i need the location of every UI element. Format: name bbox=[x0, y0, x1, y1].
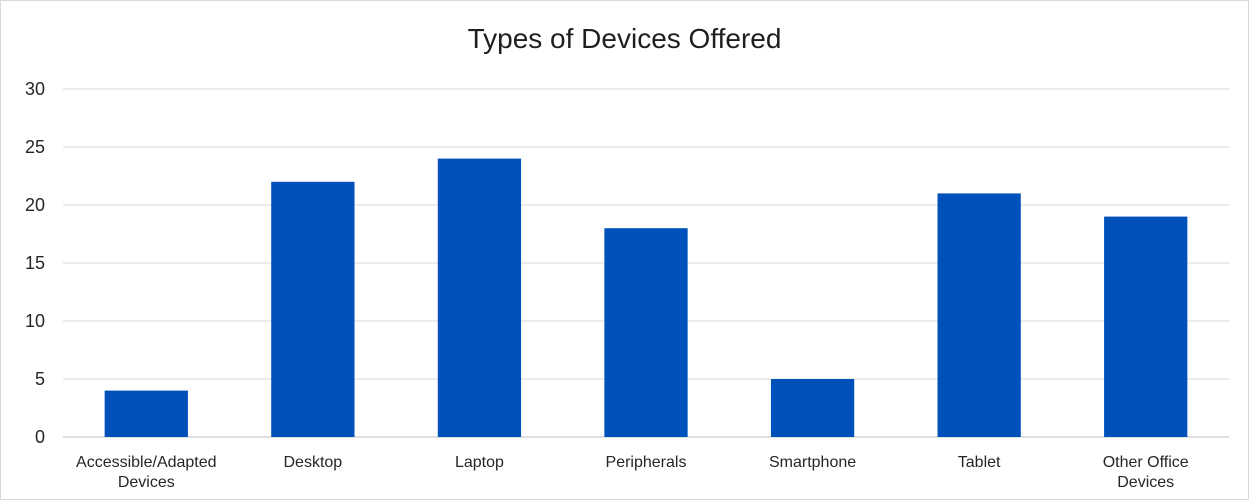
bar bbox=[437, 158, 522, 437]
y-tick-label: 0 bbox=[35, 427, 45, 447]
x-category-label: Smartphone bbox=[769, 454, 856, 471]
x-category-label-line: Accessible/Adapted bbox=[76, 454, 217, 471]
x-category-label-line: Tablet bbox=[958, 454, 1001, 471]
y-tick-label: 5 bbox=[35, 369, 45, 389]
bar bbox=[604, 228, 688, 437]
x-category-label-line: Smartphone bbox=[769, 454, 856, 471]
bar bbox=[937, 193, 1021, 437]
y-tick-label: 30 bbox=[25, 79, 45, 99]
x-category-label-line: Laptop bbox=[455, 454, 504, 471]
chart-title: Types of Devices Offered bbox=[467, 23, 782, 54]
x-category-label: Desktop bbox=[284, 454, 343, 471]
x-category-label-line: Other Office bbox=[1103, 454, 1189, 471]
x-category-label: Laptop bbox=[455, 454, 504, 471]
x-category-label-line: Devices bbox=[118, 474, 175, 491]
x-category-label: Tablet bbox=[958, 454, 1001, 471]
bar bbox=[271, 181, 355, 437]
x-category-label-line: Devices bbox=[1117, 474, 1174, 491]
x-category-label: Peripherals bbox=[606, 454, 687, 471]
x-category-label-line: Desktop bbox=[284, 454, 343, 471]
x-category-label: Other Office Devices bbox=[1103, 454, 1189, 491]
x-category-label: Accessible/Adapted Devices bbox=[76, 454, 217, 491]
x-category-label-line: Peripherals bbox=[606, 454, 687, 471]
y-tick-label: 20 bbox=[25, 195, 45, 215]
bar bbox=[1104, 216, 1188, 437]
bar bbox=[770, 379, 855, 437]
y-tick-label: 10 bbox=[25, 311, 45, 331]
y-tick-label: 25 bbox=[25, 137, 45, 157]
y-tick-label: 15 bbox=[25, 253, 45, 273]
bar bbox=[104, 390, 188, 437]
